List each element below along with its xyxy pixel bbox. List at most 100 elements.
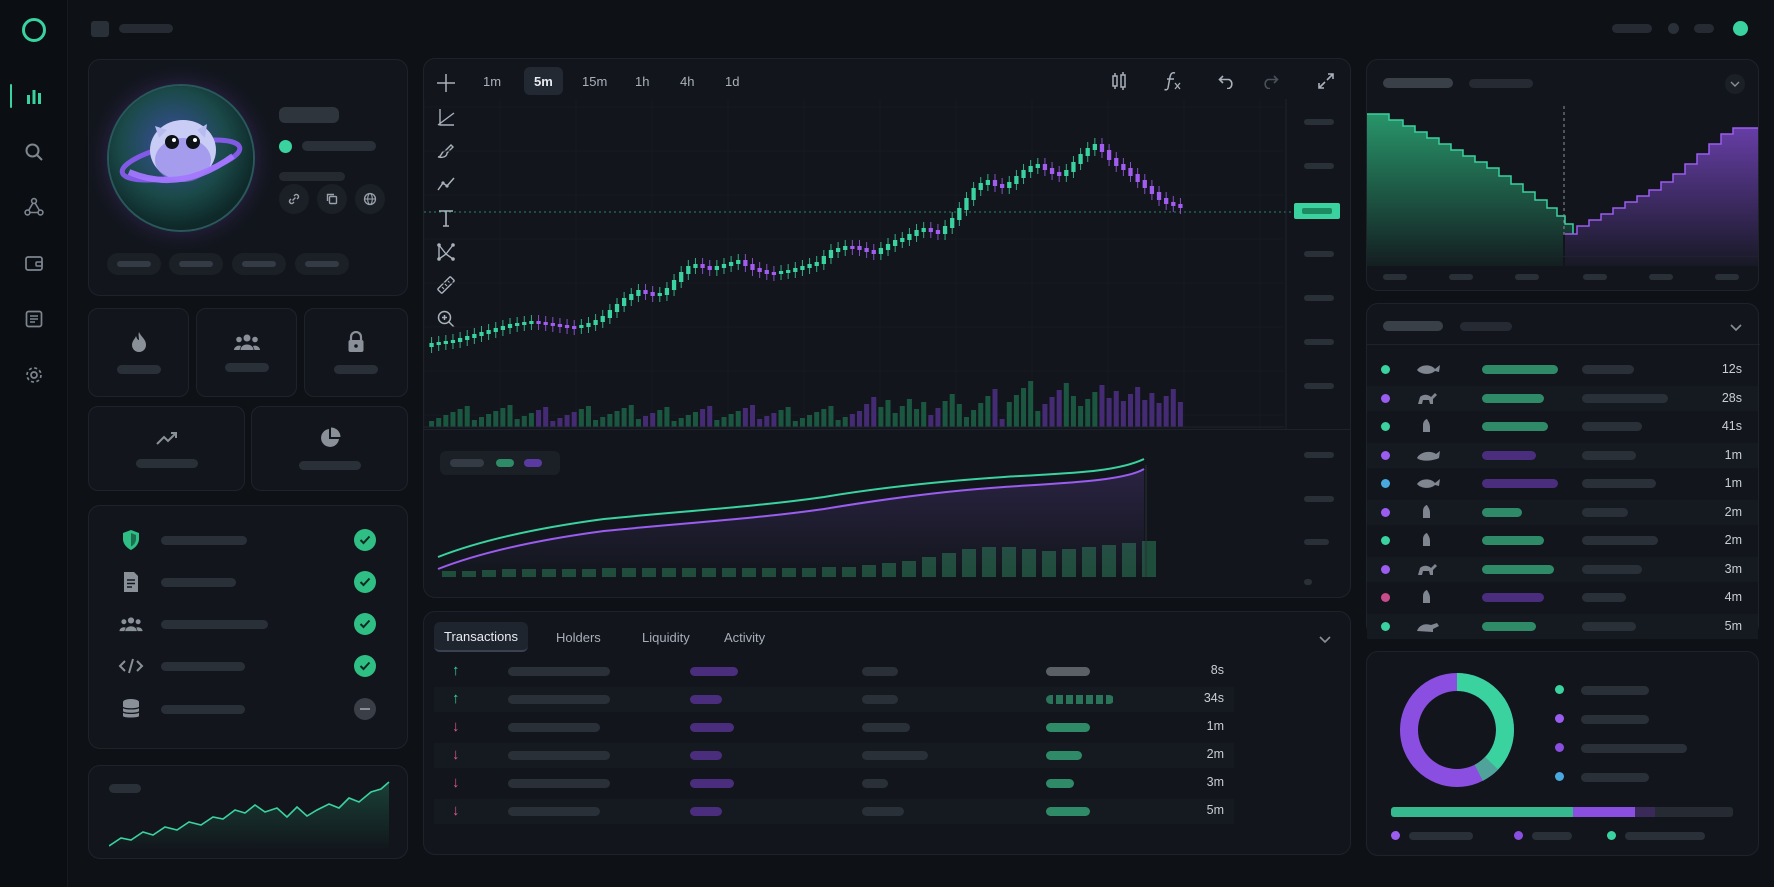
cell-placeholder — [862, 751, 928, 760]
wallet-placeholder — [1582, 393, 1668, 403]
transaction-time: 34s — [1203, 691, 1224, 705]
nav-wallet-icon[interactable] — [0, 243, 68, 283]
whale-row[interactable]: 12s — [1367, 357, 1758, 382]
tab-holders[interactable]: Holders — [556, 629, 601, 645]
timeframe-15m[interactable]: 15m — [582, 73, 608, 89]
cell-placeholder — [1046, 695, 1114, 704]
whale-time: 28s — [1721, 390, 1742, 405]
transaction-row[interactable]: ↓ 2m — [434, 743, 1234, 768]
arrow-down-icon: ↓ — [452, 774, 460, 791]
tag-chip[interactable] — [232, 253, 286, 275]
tag-chip[interactable] — [169, 253, 223, 275]
whale-row[interactable]: 1m — [1367, 442, 1758, 468]
check-row-people — [107, 612, 376, 636]
cell-placeholder — [862, 667, 898, 676]
transaction-row[interactable]: ↑ 8s — [434, 659, 1234, 684]
amount-bar — [1482, 450, 1536, 460]
brush-icon[interactable] — [434, 139, 458, 163]
cell-placeholder — [1046, 667, 1090, 676]
indicators-icon[interactable] — [1110, 72, 1128, 95]
stat-tile-flame[interactable] — [88, 308, 189, 397]
trend-icon — [155, 432, 177, 445]
menu-icon[interactable] — [91, 21, 109, 37]
whale-row[interactable]: 4m — [1367, 585, 1758, 610]
whale-row[interactable]: 41s — [1367, 414, 1758, 439]
nav-list-icon[interactable] — [0, 299, 68, 339]
indicator-legend[interactable] — [440, 451, 560, 475]
amount-bar — [1482, 479, 1558, 488]
tab-transactions[interactable]: Transactions — [434, 622, 528, 652]
timeframe-1m[interactable]: 1m — [483, 73, 502, 89]
logo-ring[interactable] — [22, 18, 46, 42]
pattern-icon[interactable] — [434, 240, 458, 264]
check-row-shield — [107, 528, 376, 552]
tag-chip[interactable] — [107, 253, 161, 275]
stat-tile-lock[interactable] — [304, 308, 408, 397]
whale-row[interactable]: 28s — [1367, 385, 1758, 411]
path-icon[interactable] — [434, 172, 458, 196]
whale-icon — [1417, 450, 1440, 461]
copy-icon[interactable] — [317, 184, 347, 214]
transaction-row[interactable]: ↓ 3m — [434, 771, 1234, 796]
indicator-chart — [437, 458, 1156, 577]
crosshair-icon[interactable] — [434, 71, 458, 95]
timeframe-5m[interactable]: 5m — [524, 67, 563, 95]
cell-placeholder — [690, 807, 722, 816]
tab-activity[interactable]: Activity — [724, 629, 766, 645]
tag-chip[interactable] — [295, 253, 349, 275]
function-icon[interactable] — [1162, 71, 1182, 96]
globe-icon[interactable] — [355, 184, 385, 214]
chevron-down-icon[interactable] — [1729, 320, 1743, 338]
wallet-placeholder — [1582, 450, 1636, 460]
timeframe-1d[interactable]: 1d — [725, 73, 740, 89]
zoom-icon[interactable] — [434, 307, 458, 331]
chevron-down-icon[interactable] — [1318, 632, 1332, 650]
wallet-placeholder — [1582, 621, 1636, 631]
link-icon[interactable] — [279, 184, 309, 214]
whale-row[interactable]: 5m — [1367, 613, 1758, 639]
whale-row[interactable]: 3m — [1367, 556, 1758, 582]
check-row-document — [107, 570, 376, 594]
timeframe-1h[interactable]: 1h — [635, 73, 650, 89]
nav-network-icon[interactable] — [0, 187, 68, 227]
status-dot — [1381, 479, 1390, 488]
nav-bar-chart-icon[interactable] — [0, 76, 68, 116]
transaction-time: 3m — [1206, 775, 1224, 789]
whale-time: 2m — [1724, 504, 1742, 519]
amount-bar — [1482, 536, 1544, 545]
chevron-down-icon[interactable] — [1725, 74, 1745, 94]
fullscreen-icon[interactable] — [1317, 72, 1335, 95]
text-icon[interactable] — [434, 206, 458, 230]
stat-tile-people[interactable] — [196, 308, 297, 397]
nav-search-icon[interactable] — [0, 132, 68, 172]
stat-tile-pie[interactable] — [251, 406, 408, 491]
cell-placeholder — [690, 751, 722, 760]
account-placeholder[interactable] — [1694, 24, 1714, 33]
transaction-row[interactable]: ↓ 5m — [434, 799, 1234, 824]
transaction-row[interactable]: ↓ 1m — [434, 715, 1234, 740]
page-title-placeholder — [119, 24, 173, 33]
timeframe-4h[interactable]: 4h — [680, 73, 695, 89]
nav-gear-icon[interactable] — [0, 355, 68, 395]
trendline-icon[interactable] — [434, 105, 458, 129]
tab-liquidity[interactable]: Liquidity — [642, 629, 690, 645]
undo-icon[interactable] — [1218, 73, 1236, 94]
cell-placeholder — [508, 779, 610, 788]
transaction-time: 5m — [1206, 803, 1224, 817]
check-label-placeholder — [161, 661, 245, 671]
whale-time: 12s — [1721, 362, 1742, 376]
whale-row[interactable]: 1m — [1367, 471, 1758, 496]
distribution-card — [1366, 651, 1759, 856]
transaction-row[interactable]: ↑ 34s — [434, 687, 1234, 712]
notification-dot[interactable] — [1668, 23, 1679, 34]
redo-icon[interactable] — [1261, 73, 1279, 94]
status-dot — [1381, 365, 1390, 374]
whale-time: 2m — [1724, 533, 1742, 547]
whale-row[interactable]: 2m — [1367, 499, 1758, 525]
stat-tile-trend[interactable] — [88, 406, 245, 491]
whale-time: 3m — [1724, 561, 1742, 576]
cell-placeholder — [690, 695, 722, 704]
cell-placeholder — [508, 723, 600, 732]
arrow-down-icon: ↓ — [452, 746, 460, 763]
whale-row[interactable]: 2m — [1367, 528, 1758, 553]
